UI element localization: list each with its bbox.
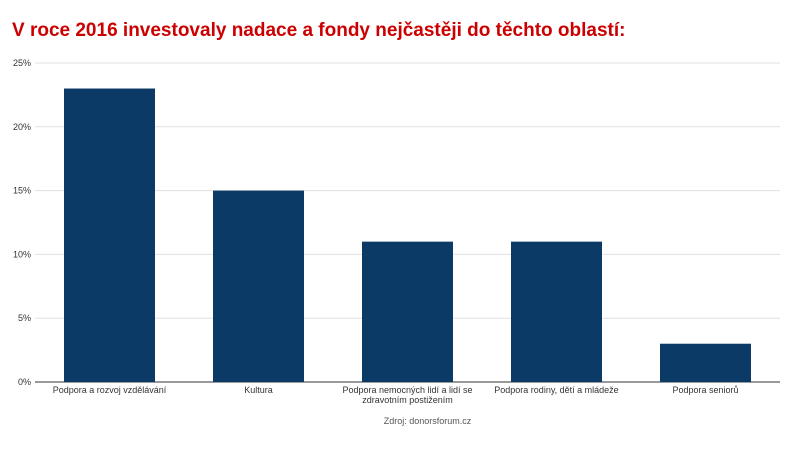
x-category-label: Podpora nemocných lidí a lidí se zdravotn…: [342, 385, 472, 405]
x-category-label-line: Podpora a rozvoj vzdělávání: [53, 385, 167, 395]
y-tick-label: 20%: [13, 122, 31, 132]
bar: [64, 88, 155, 383]
x-category-label: Kultura: [244, 385, 273, 395]
bar: [511, 241, 602, 382]
x-category-label-line: Kultura: [244, 385, 273, 395]
bar: [213, 190, 304, 382]
y-tick-label: 0%: [18, 377, 31, 387]
y-tick-label: 10%: [13, 249, 31, 259]
y-tick-label: 15%: [13, 186, 31, 196]
x-category-label: Podpora seniorů: [672, 385, 738, 395]
x-category-label: Podpora rodiny, dětí a mládeže: [494, 385, 618, 395]
x-category-label-line: Podpora nemocných lidí a lidí se: [342, 385, 472, 395]
chart-title: V roce 2016 investovaly nadace a fondy n…: [12, 20, 626, 41]
bar: [362, 241, 453, 382]
x-category-label-line: zdravotním postižením: [362, 395, 453, 405]
y-tick-label: 5%: [18, 313, 31, 323]
y-tick-label: 25%: [13, 58, 31, 68]
bar: [660, 343, 751, 382]
x-category-label: Podpora a rozvoj vzdělávání: [53, 385, 167, 395]
x-category-label-line: Podpora rodiny, dětí a mládeže: [494, 385, 618, 395]
x-category-label-line: Podpora seniorů: [672, 385, 738, 395]
source-note: Zdroj: donorsforum.cz: [384, 416, 472, 426]
